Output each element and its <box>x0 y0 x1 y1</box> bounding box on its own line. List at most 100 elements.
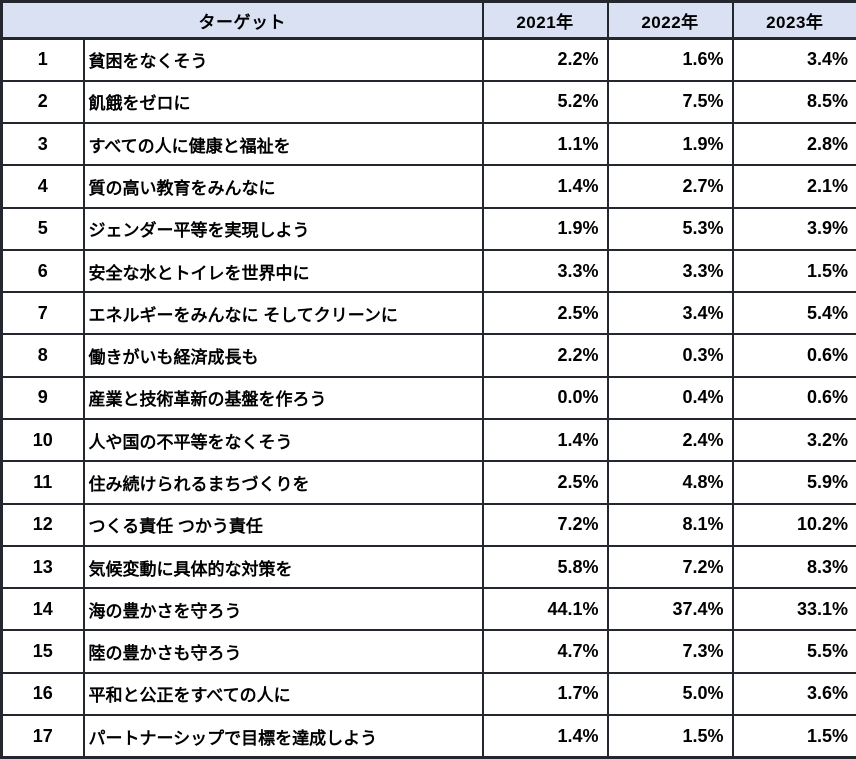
value-cell-year-2: 2.4% <box>606 418 734 463</box>
table-row: 15 陸の豊かさも守ろう 4.7% 7.3% 5.5% <box>0 629 856 674</box>
value-cell-year-2: 0.3% <box>606 333 734 378</box>
target-label: ジェンダー平等を実現しよう <box>82 206 484 251</box>
target-label: つくる責任 つかう責任 <box>82 502 484 547</box>
value-cell-year-2: 7.3% <box>606 629 734 674</box>
value-cell-year-3: 2.8% <box>731 122 856 167</box>
target-label: 平和と公正をすべての人に <box>82 671 484 717</box>
value-cell-year-3: 3.2% <box>731 418 856 463</box>
target-label: パートナーシップで目標を達成しよう <box>82 714 484 759</box>
value-cell-year-3: 5.4% <box>731 291 856 336</box>
row-number: 5 <box>0 206 85 251</box>
value-cell-year-1: 44.1% <box>481 587 609 632</box>
target-label: 貧困をなくそう <box>82 37 484 82</box>
row-number: 8 <box>0 333 85 378</box>
value-cell-year-3: 0.6% <box>731 333 856 378</box>
value-cell-year-3: 3.9% <box>731 206 856 251</box>
value-cell-year-1: 5.8% <box>481 544 609 590</box>
row-number: 9 <box>0 375 85 421</box>
table-row: 17 パートナーシップで目標を達成しよう 1.4% 1.5% 1.5% <box>0 714 856 759</box>
value-cell-year-2: 37.4% <box>606 587 734 632</box>
table-header: ターゲット 2021年 2022年 2023年 <box>0 0 856 40</box>
value-cell-year-3: 3.4% <box>731 37 856 82</box>
value-cell-year-2: 8.1% <box>606 502 734 547</box>
value-cell-year-2: 5.3% <box>606 206 734 251</box>
table-row: 9 産業と技術革新の基盤を作ろう 0.0% 0.4% 0.6% <box>0 375 856 421</box>
target-label: 飢餓をゼロに <box>82 79 484 125</box>
value-cell-year-1: 1.4% <box>481 714 609 759</box>
value-cell-year-2: 2.7% <box>606 164 734 209</box>
value-cell-year-3: 1.5% <box>731 714 856 759</box>
value-cell-year-1: 2.5% <box>481 291 609 336</box>
row-number: 14 <box>0 587 85 632</box>
value-cell-year-1: 0.0% <box>481 375 609 421</box>
value-cell-year-2: 1.6% <box>606 37 734 82</box>
table-body: 1 貧困をなくそう 2.2% 1.6% 3.4% 2 飢餓をゼロに 5.2% 7.5% 8.5% 3… <box>0 37 856 759</box>
value-cell-year-1: 5.2% <box>481 79 609 125</box>
target-label: 質の高い教育をみんなに <box>82 164 484 209</box>
value-cell-year-1: 4.7% <box>481 629 609 674</box>
table-row: 7 エネルギーをみんなに そしてクリーンに 2.5% 3.4% 5.4% <box>0 291 856 336</box>
target-label: 働きがいも経済成長も <box>82 333 484 378</box>
table-row: 11 住み続けられるまちづくりを 2.5% 4.8% 5.9% <box>0 460 856 505</box>
value-cell-year-2: 1.9% <box>606 122 734 167</box>
row-number: 1 <box>0 37 85 82</box>
value-cell-year-2: 7.5% <box>606 79 734 125</box>
target-label: 人や国の不平等をなくそう <box>82 418 484 463</box>
row-number: 6 <box>0 248 85 294</box>
value-cell-year-3: 5.9% <box>731 460 856 505</box>
value-cell-year-1: 2.5% <box>481 460 609 505</box>
table-row: 8 働きがいも経済成長も 2.2% 0.3% 0.6% <box>0 333 856 378</box>
row-number: 3 <box>0 122 85 167</box>
target-label: エネルギーをみんなに そしてクリーンに <box>82 291 484 336</box>
table-row: 13 気候変動に具体的な対策を 5.8% 7.2% 8.3% <box>0 544 856 590</box>
row-number: 10 <box>0 418 85 463</box>
table-row: 16 平和と公正をすべての人に 1.7% 5.0% 3.6% <box>0 671 856 717</box>
value-cell-year-1: 2.2% <box>481 37 609 82</box>
row-number: 16 <box>0 671 85 717</box>
value-cell-year-3: 3.6% <box>731 671 856 717</box>
target-label: 陸の豊かさも守ろう <box>82 629 484 674</box>
table-row: 6 安全な水とトイレを世界中に 3.3% 3.3% 1.5% <box>0 248 856 294</box>
row-number: 15 <box>0 629 85 674</box>
value-cell-year-1: 2.2% <box>481 333 609 378</box>
target-label: 海の豊かさを守ろう <box>82 587 484 632</box>
table-row: 5 ジェンダー平等を実現しよう 1.9% 5.3% 3.9% <box>0 206 856 251</box>
value-cell-year-1: 3.3% <box>481 248 609 294</box>
value-cell-year-2: 4.8% <box>606 460 734 505</box>
value-cell-year-2: 0.4% <box>606 375 734 421</box>
table-row: 3 すべての人に健康と福祉を 1.1% 1.9% 2.8% <box>0 122 856 167</box>
table-row: 2 飢餓をゼロに 5.2% 7.5% 8.5% <box>0 79 856 125</box>
value-cell-year-3: 0.6% <box>731 375 856 421</box>
row-number: 13 <box>0 544 85 590</box>
value-cell-year-3: 8.3% <box>731 544 856 590</box>
value-cell-year-3: 10.2% <box>731 502 856 547</box>
table-row: 10 人や国の不平等をなくそう 1.4% 2.4% 3.2% <box>0 418 856 463</box>
value-cell-year-1: 1.7% <box>481 671 609 717</box>
header-year-2021: 2021年 <box>481 0 609 40</box>
value-cell-year-3: 2.1% <box>731 164 856 209</box>
target-label: 気候変動に具体的な対策を <box>82 544 484 590</box>
table-row: 1 貧困をなくそう 2.2% 1.6% 3.4% <box>0 37 856 82</box>
target-label: 住み続けられるまちづくりを <box>82 460 484 505</box>
value-cell-year-2: 5.0% <box>606 671 734 717</box>
row-number: 4 <box>0 164 85 209</box>
row-number: 2 <box>0 79 85 125</box>
header-row: ターゲット 2021年 2022年 2023年 <box>0 0 856 40</box>
table-row: 14 海の豊かさを守ろう 44.1% 37.4% 33.1% <box>0 587 856 632</box>
target-label: すべての人に健康と福祉を <box>82 122 484 167</box>
value-cell-year-2: 7.2% <box>606 544 734 590</box>
value-cell-year-1: 7.2% <box>481 502 609 547</box>
table-row: 12 つくる責任 つかう責任 7.2% 8.1% 10.2% <box>0 502 856 547</box>
target-label: 安全な水とトイレを世界中に <box>82 248 484 294</box>
value-cell-year-3: 8.5% <box>731 79 856 125</box>
target-label: 産業と技術革新の基盤を作ろう <box>82 375 484 421</box>
row-number: 17 <box>0 714 85 759</box>
header-year-2023: 2023年 <box>731 0 856 40</box>
row-number: 12 <box>0 502 85 547</box>
value-cell-year-3: 5.5% <box>731 629 856 674</box>
header-year-2022: 2022年 <box>606 0 734 40</box>
row-number: 7 <box>0 291 85 336</box>
value-cell-year-3: 33.1% <box>731 587 856 632</box>
